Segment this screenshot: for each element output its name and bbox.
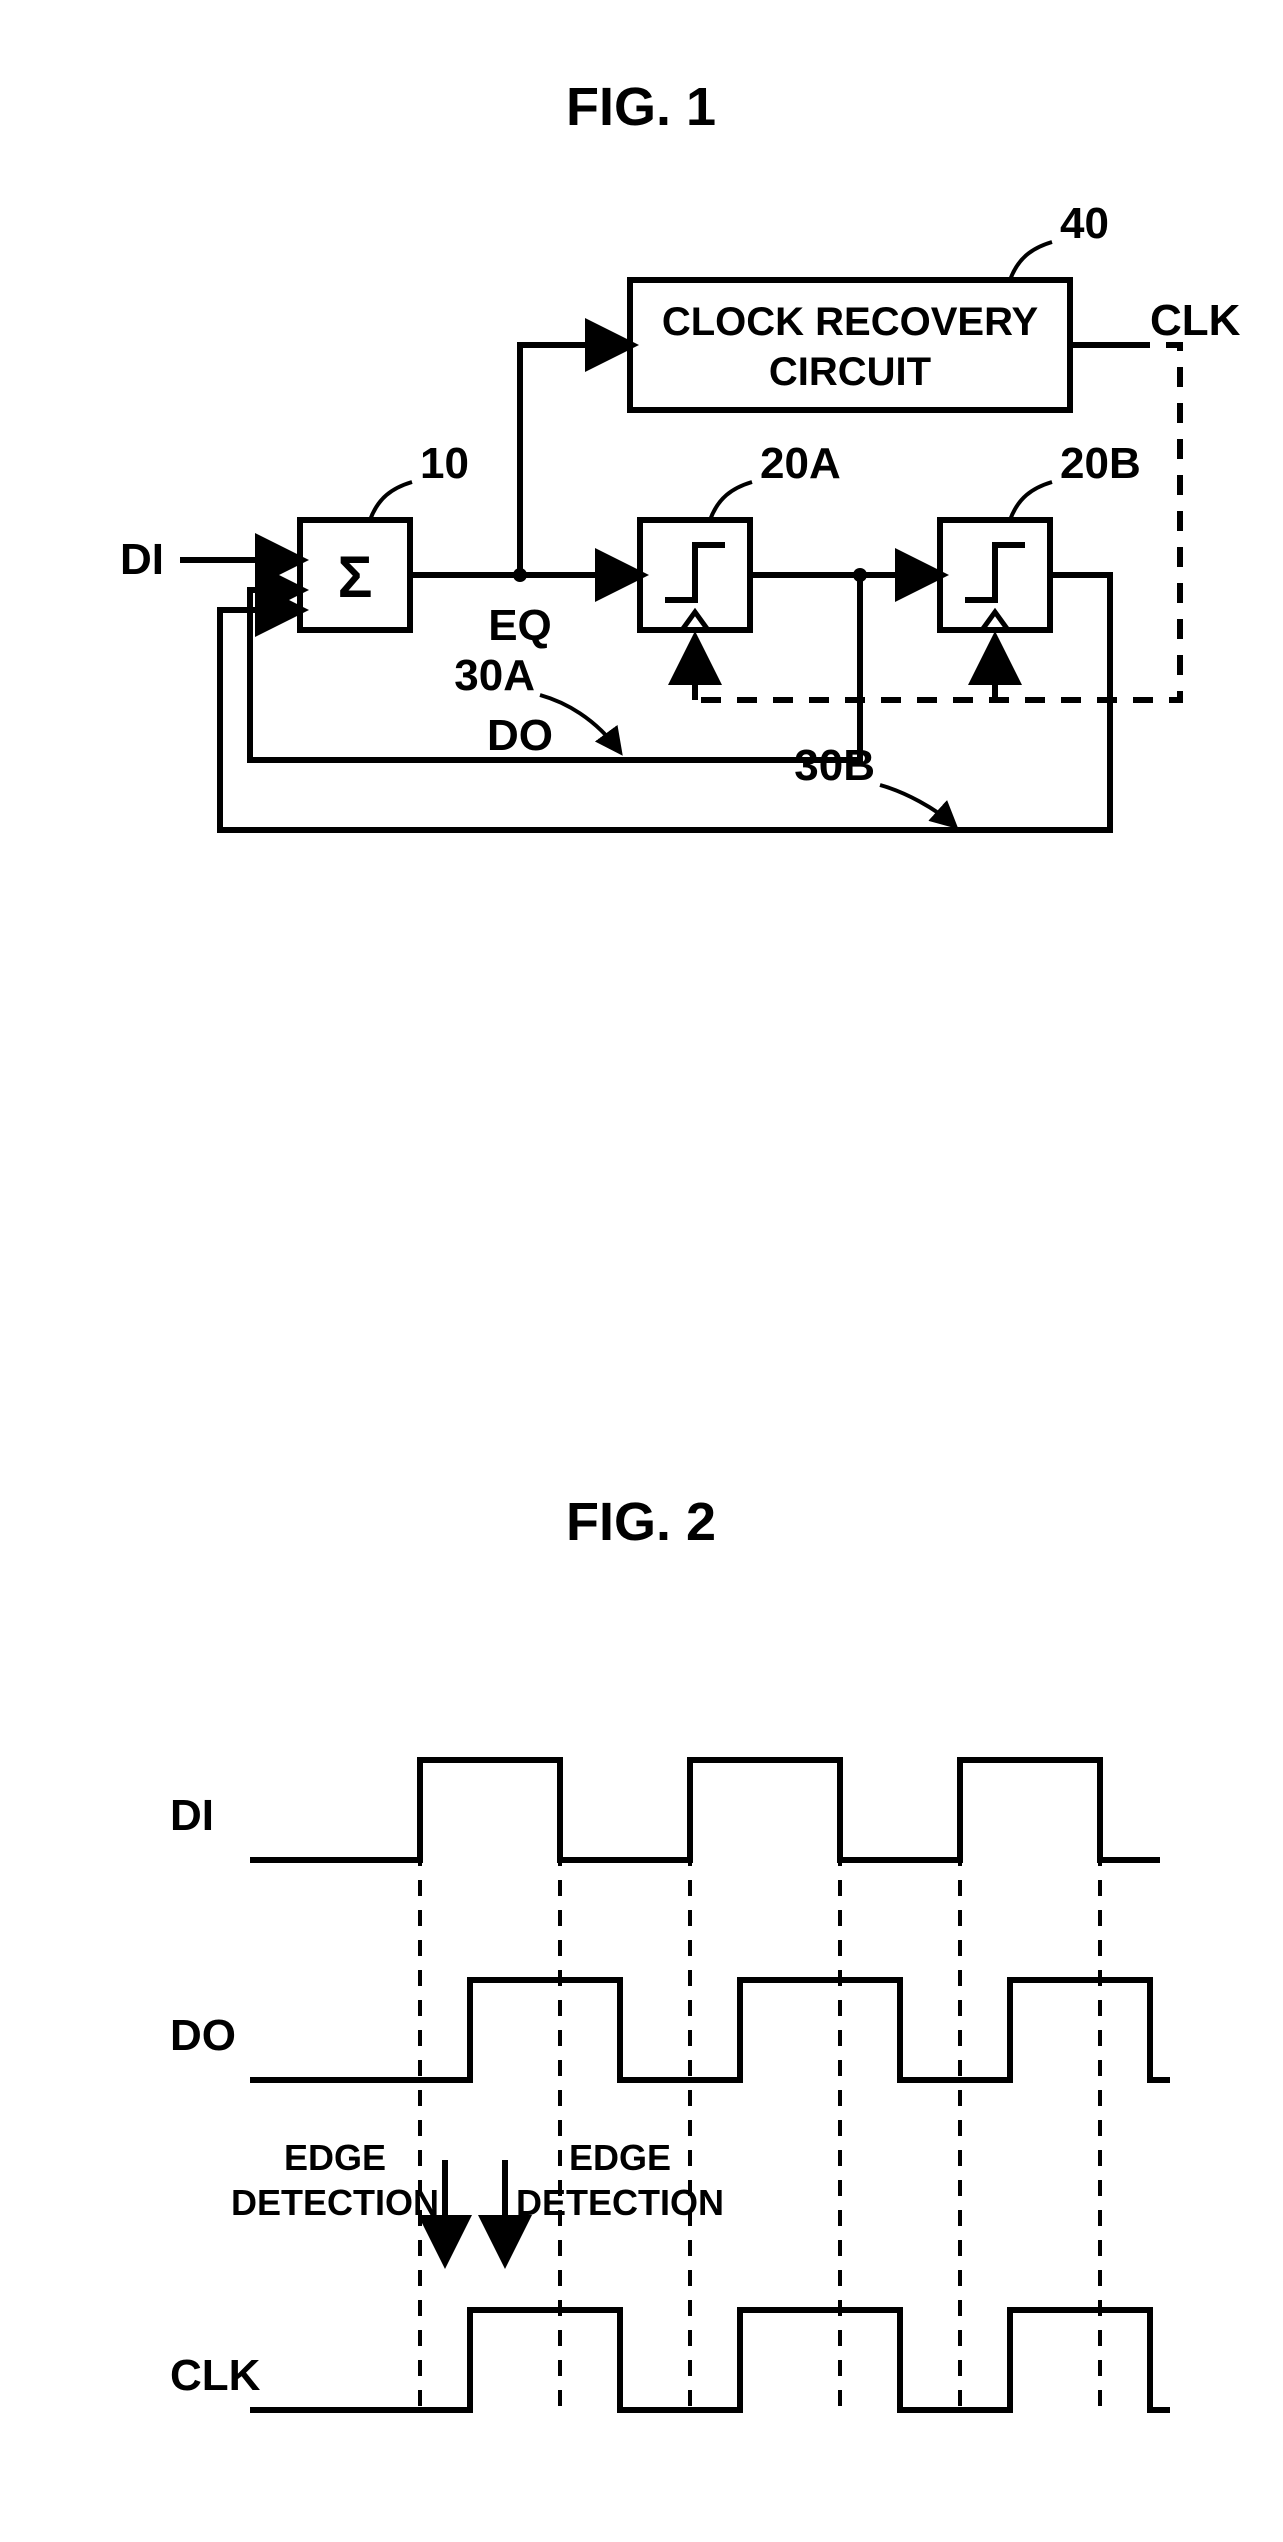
leader-10: [370, 482, 412, 520]
label-di: DI: [120, 535, 164, 584]
wave-di: [250, 1760, 1160, 1860]
leader-20a: [710, 482, 752, 520]
glyph-20a: [665, 545, 725, 600]
crc-l1: CLOCK RECOVERY: [662, 300, 1039, 344]
crc-l2: CIRCUIT: [769, 350, 931, 394]
label-clk2: CLK: [170, 2351, 261, 2400]
wave-clk: [250, 2310, 1170, 2410]
edge2-l1: EDGE: [569, 2137, 671, 2178]
label-eq: EQ: [488, 601, 552, 650]
edge2-l2: DETECTION: [516, 2182, 724, 2223]
wire-eq-crc: [520, 345, 630, 575]
label-do: DO: [487, 711, 553, 760]
glyph-20b: [965, 545, 1025, 600]
edge1-l1: EDGE: [284, 2137, 386, 2178]
label-do2: DO: [170, 2011, 236, 2060]
label-clk: CLK: [1150, 296, 1241, 345]
leader-30b: [880, 785, 955, 826]
wave-do: [250, 1980, 1170, 2080]
diagram-canvas: FIG. 1 DI Σ 10 EQ 20A 20B: [0, 0, 1283, 2542]
ref-20a: 20A: [760, 439, 841, 488]
fig2-title: FIG. 2: [566, 1492, 716, 1552]
leader-40: [1010, 242, 1052, 280]
fig1-title: FIG. 1: [566, 77, 716, 137]
ref-30a: 30A: [454, 651, 535, 700]
edge1-l2: DETECTION: [231, 2182, 439, 2223]
label-di2: DI: [170, 1791, 214, 1840]
sigma-symbol: Σ: [338, 545, 373, 610]
leader-20b: [1010, 482, 1052, 520]
fig2: FIG. 2 DI DO CLK EDGE DETECTION EDGE DET…: [170, 1492, 1170, 2410]
wire-30b: [220, 575, 1110, 830]
ref-40: 40: [1060, 199, 1109, 248]
ref-10: 10: [420, 439, 469, 488]
ref-20b: 20B: [1060, 439, 1141, 488]
fig1: FIG. 1 DI Σ 10 EQ 20A 20B: [120, 77, 1241, 830]
